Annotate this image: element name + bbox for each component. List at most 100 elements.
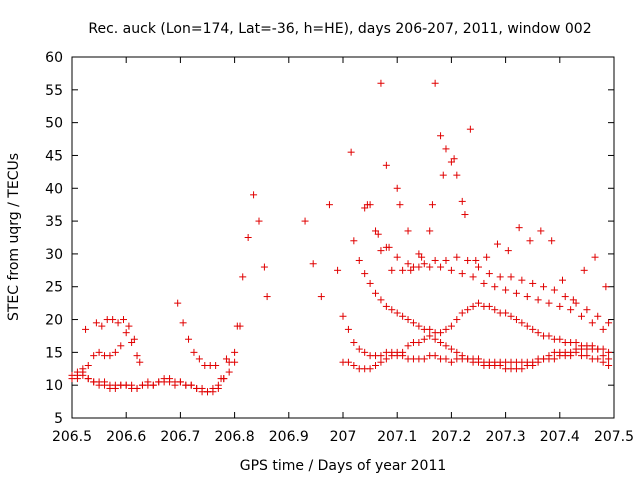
data-point xyxy=(572,339,580,347)
data-point xyxy=(561,293,569,301)
x-tick-label: 207.1 xyxy=(377,429,417,445)
data-point xyxy=(420,335,428,343)
data-point xyxy=(442,325,450,333)
data-point xyxy=(583,306,591,314)
data-point xyxy=(79,365,87,373)
data-point xyxy=(426,332,434,340)
data-point xyxy=(437,339,445,347)
y-tick-label: 60 xyxy=(45,50,63,66)
data-point xyxy=(458,352,466,360)
data-point xyxy=(605,319,613,327)
data-point xyxy=(534,329,542,337)
data-point xyxy=(464,256,472,264)
data-point xyxy=(185,335,193,343)
data-point xyxy=(447,266,455,274)
data-point xyxy=(605,361,613,369)
data-point xyxy=(577,312,585,320)
data-point xyxy=(244,234,252,241)
data-point xyxy=(195,355,203,363)
data-point xyxy=(90,352,98,360)
data-point xyxy=(437,132,445,140)
data-point xyxy=(491,283,499,291)
data-point xyxy=(453,316,461,324)
data-point xyxy=(537,227,545,235)
data-point xyxy=(504,247,512,255)
data-point xyxy=(545,352,553,360)
data-point xyxy=(179,319,187,327)
data-point xyxy=(409,319,417,327)
data-point xyxy=(82,325,90,333)
data-point xyxy=(453,348,461,356)
data-point xyxy=(550,286,558,294)
data-point xyxy=(526,237,534,245)
data-point xyxy=(101,378,109,386)
data-point xyxy=(347,148,355,156)
data-point xyxy=(361,270,369,278)
data-point xyxy=(404,260,412,268)
data-point xyxy=(512,316,520,324)
data-point xyxy=(217,375,225,383)
data-point xyxy=(466,125,474,133)
data-point xyxy=(111,348,119,356)
data-point xyxy=(567,306,575,314)
data-point xyxy=(580,266,588,274)
data-point xyxy=(233,322,241,330)
y-axis-title: STEC from uqrg / TECUs xyxy=(6,153,22,321)
data-point xyxy=(98,322,106,330)
data-point xyxy=(529,279,537,287)
data-point xyxy=(260,263,268,271)
data-point xyxy=(355,256,363,264)
data-point xyxy=(442,342,450,350)
data-point xyxy=(512,289,520,297)
data-point xyxy=(480,279,488,287)
data-point xyxy=(453,171,461,179)
data-point xyxy=(301,217,309,225)
data-point xyxy=(363,201,371,209)
data-point xyxy=(540,283,548,291)
data-point xyxy=(133,384,141,392)
data-point xyxy=(350,361,358,369)
data-point xyxy=(437,329,445,337)
data-point xyxy=(475,299,482,307)
data-point xyxy=(447,358,455,366)
data-point xyxy=(605,348,613,356)
data-point xyxy=(469,302,477,310)
data-point xyxy=(382,161,390,169)
data-point xyxy=(396,201,404,209)
x-axis-title: GPS time / Days of year 2011 xyxy=(240,458,447,474)
data-point xyxy=(366,365,374,373)
data-point xyxy=(377,358,385,366)
data-point xyxy=(339,312,347,320)
data-point xyxy=(176,378,184,386)
data-point xyxy=(518,365,526,373)
data-point xyxy=(599,352,607,360)
data-point xyxy=(393,253,401,261)
data-point xyxy=(231,358,239,366)
data-point xyxy=(442,355,450,363)
data-point xyxy=(588,342,596,350)
data-point xyxy=(428,201,436,209)
data-point xyxy=(475,263,482,271)
data-point xyxy=(491,306,499,314)
data-point xyxy=(453,253,461,261)
data-point xyxy=(73,371,81,379)
data-point xyxy=(350,237,358,245)
data-point xyxy=(344,325,352,333)
data-point xyxy=(334,266,342,274)
data-point xyxy=(559,276,567,284)
data-point xyxy=(407,266,415,274)
data-point xyxy=(344,358,352,366)
data-point xyxy=(109,316,117,324)
data-point xyxy=(469,273,477,281)
data-point xyxy=(190,348,198,356)
y-tick-label: 15 xyxy=(45,345,63,361)
data-point xyxy=(591,253,599,261)
data-point xyxy=(119,316,127,324)
data-point xyxy=(599,325,607,333)
data-points xyxy=(68,79,613,396)
data-point xyxy=(350,339,358,347)
data-point xyxy=(502,309,510,317)
axis-ticks: 206.5 206.6 206.7 206.8 206.9 207 207.1 207.2 20… xyxy=(45,50,634,445)
data-point xyxy=(399,312,407,320)
data-point xyxy=(447,345,455,353)
